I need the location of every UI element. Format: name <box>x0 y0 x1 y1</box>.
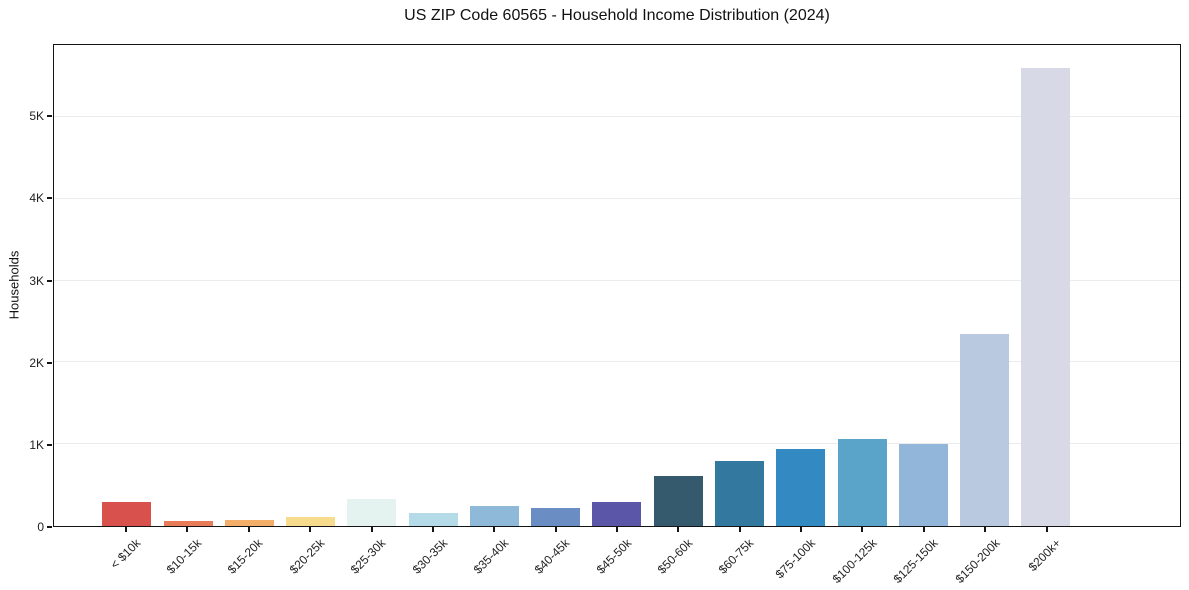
x-tick-mark <box>861 527 864 532</box>
bar-16 <box>1021 67 1071 526</box>
bar-15 <box>960 333 1010 526</box>
bar-12 <box>776 448 826 526</box>
bar-4 <box>286 516 336 526</box>
bar-10 <box>653 476 703 526</box>
bar-13 <box>837 439 887 526</box>
x-tick-label: $150-200k <box>952 536 1003 587</box>
x-tick-label: $60-75k <box>716 536 757 577</box>
x-tick-label: $125-150k <box>890 536 941 587</box>
x-tick-mark <box>186 527 189 532</box>
x-tick-label: $35-40k <box>470 536 512 577</box>
x-tick-label: $200k+ <box>1025 536 1064 574</box>
plot-area <box>53 44 1181 527</box>
y-tick-label: 5K <box>29 109 44 124</box>
x-tick-label: $45-50k <box>593 536 634 577</box>
y-tick-label: 1K <box>29 437 44 452</box>
x-tick-mark <box>677 527 680 532</box>
x-tick-mark <box>800 527 803 532</box>
bar-7 <box>469 505 519 526</box>
x-tick-label: $100-125k <box>829 536 880 587</box>
y-tick-mark <box>47 115 52 118</box>
x-tick-label: < $10k <box>107 536 143 572</box>
y-tick-mark <box>47 279 52 282</box>
x-tick-mark <box>1045 527 1048 532</box>
bar-6 <box>408 513 458 526</box>
x-tick-label: $50-60k <box>654 536 696 577</box>
y-tick-mark <box>47 526 52 528</box>
gridline <box>54 116 1180 117</box>
x-tick-mark <box>309 527 312 532</box>
x-tick-mark <box>431 527 434 532</box>
bar-8 <box>531 507 581 526</box>
x-tick-label: $30-35k <box>409 536 450 577</box>
x-tick-mark <box>247 527 250 532</box>
x-tick-mark <box>922 527 925 532</box>
x-tick-mark <box>125 527 128 532</box>
x-tick-label: $10-15k <box>163 536 205 577</box>
x-tick-mark <box>616 527 618 532</box>
gridline <box>54 197 1180 199</box>
gridline <box>54 443 1180 445</box>
gridline <box>54 279 1180 281</box>
x-tick-label: $20-25k <box>286 536 328 577</box>
bar-9 <box>592 502 642 526</box>
y-tick-mark <box>47 197 52 200</box>
bar-11 <box>715 461 765 526</box>
bar-1 <box>102 502 152 526</box>
y-tick-mark <box>47 361 52 364</box>
bar-3 <box>224 520 274 526</box>
bar-2 <box>163 520 213 526</box>
y-tick-label: 2K <box>29 355 44 370</box>
y-tick-label: 3K <box>29 273 44 288</box>
x-tick-mark <box>493 527 496 532</box>
x-tick-label: $15-20k <box>225 536 266 577</box>
x-tick-label: $25-30k <box>347 536 389 577</box>
x-tick-mark <box>984 527 987 532</box>
bar-14 <box>898 443 948 526</box>
x-tick-label: $40-45k <box>531 536 573 577</box>
y-tick-label: 4K <box>29 191 44 206</box>
chart-title: US ZIP Code 60565 - Household Income Dis… <box>404 7 830 24</box>
x-tick-label: $75-100k <box>772 536 819 582</box>
x-tick-mark <box>370 527 373 532</box>
bar-5 <box>347 499 397 526</box>
y-tick-mark <box>47 443 52 446</box>
y-tick-label: 0 <box>37 520 44 534</box>
x-tick-mark <box>554 527 557 532</box>
x-tick-mark <box>738 527 741 532</box>
gridline <box>54 361 1180 363</box>
